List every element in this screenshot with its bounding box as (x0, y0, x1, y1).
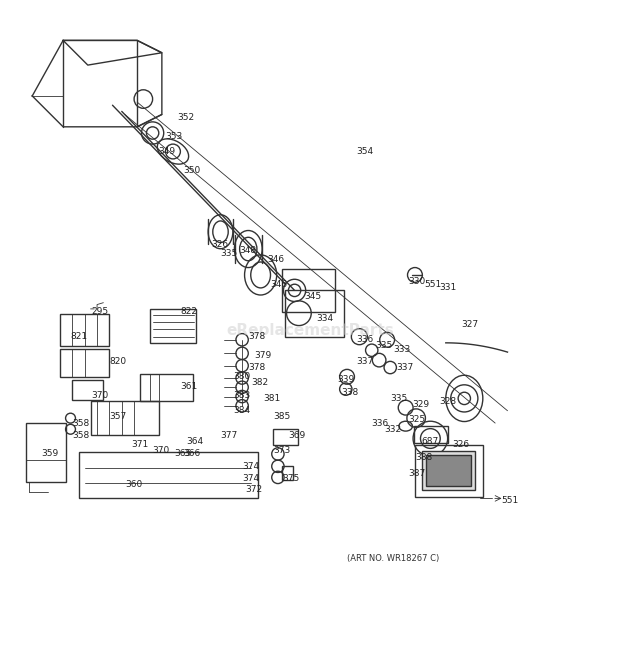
Text: 349: 349 (159, 147, 176, 156)
Bar (426, 455, 471, 486)
Text: 295: 295 (91, 307, 108, 317)
Text: 336: 336 (372, 418, 389, 428)
Bar (414, 426, 448, 443)
Text: 383: 383 (233, 391, 250, 400)
Bar (79, 452, 257, 498)
Text: 371: 371 (131, 440, 148, 449)
Text: 372: 372 (245, 485, 262, 494)
Text: 327: 327 (461, 320, 479, 329)
Text: 374: 374 (242, 474, 259, 483)
Text: 358: 358 (73, 418, 90, 428)
Text: 328: 328 (440, 397, 457, 406)
Text: eReplacementParts: eReplacementParts (226, 323, 394, 338)
Text: 352: 352 (177, 113, 195, 122)
Bar (60, 314, 109, 346)
Bar (422, 451, 475, 490)
Text: 379: 379 (254, 351, 272, 360)
Text: 821: 821 (71, 332, 87, 341)
Text: 332: 332 (384, 425, 401, 434)
Bar (273, 429, 298, 445)
Text: 381: 381 (264, 394, 281, 403)
Text: 370: 370 (91, 391, 108, 400)
Text: 687: 687 (421, 437, 438, 446)
Text: 339: 339 (338, 375, 355, 385)
Text: 353: 353 (165, 132, 182, 141)
Text: 335: 335 (390, 394, 407, 403)
Text: 335: 335 (375, 342, 392, 350)
Text: 388: 388 (415, 453, 432, 461)
Text: 366: 366 (184, 449, 201, 459)
Text: 385: 385 (273, 412, 290, 422)
Text: 369: 369 (288, 431, 306, 440)
Text: 325: 325 (409, 416, 426, 424)
Text: 384: 384 (233, 407, 250, 415)
Bar (415, 445, 483, 497)
Text: (ART NO. WR18267 C): (ART NO. WR18267 C) (347, 555, 440, 563)
Text: 360: 360 (125, 481, 142, 489)
Text: 374: 374 (242, 462, 259, 471)
Text: 330: 330 (409, 276, 426, 286)
Text: 380: 380 (233, 372, 250, 381)
Bar (285, 290, 344, 336)
Text: 364: 364 (187, 437, 204, 446)
Bar (149, 309, 196, 343)
Text: 373: 373 (273, 446, 290, 455)
Text: 331: 331 (440, 283, 457, 292)
Bar (60, 349, 109, 377)
Text: 378: 378 (248, 332, 265, 341)
Text: 365: 365 (174, 449, 192, 459)
Text: 334: 334 (316, 314, 334, 323)
Text: 346: 346 (267, 255, 284, 264)
Text: 326: 326 (211, 239, 228, 249)
Text: 370: 370 (153, 446, 170, 455)
Text: 382: 382 (251, 379, 268, 387)
Text: 357: 357 (109, 412, 126, 422)
Bar (26, 423, 66, 482)
Text: 387: 387 (409, 469, 426, 478)
Text: 820: 820 (109, 357, 126, 366)
Text: 354: 354 (356, 147, 373, 156)
Text: 358: 358 (73, 431, 90, 440)
Text: 337: 337 (356, 357, 373, 366)
Bar (140, 373, 193, 401)
Text: 337: 337 (396, 363, 414, 372)
Text: 551: 551 (502, 496, 518, 505)
Text: 345: 345 (304, 292, 321, 301)
Text: 346: 346 (270, 280, 287, 289)
Text: 338: 338 (341, 388, 358, 397)
Text: 336: 336 (356, 335, 373, 344)
Text: 335: 335 (221, 249, 237, 258)
Text: 326: 326 (452, 440, 469, 449)
Text: 375: 375 (282, 474, 299, 483)
Bar (282, 466, 293, 480)
Text: 359: 359 (42, 449, 59, 459)
Bar (91, 401, 159, 436)
Text: 822: 822 (180, 307, 197, 317)
Text: 551: 551 (424, 280, 441, 289)
Circle shape (407, 268, 422, 282)
Text: 377: 377 (221, 431, 237, 440)
Text: 329: 329 (412, 400, 429, 409)
Text: 348: 348 (239, 246, 256, 254)
Bar (282, 269, 335, 312)
Text: 350: 350 (184, 165, 201, 175)
Text: 333: 333 (393, 344, 410, 354)
Bar (73, 380, 104, 400)
Text: 361: 361 (180, 381, 198, 391)
Text: 378: 378 (248, 363, 265, 372)
